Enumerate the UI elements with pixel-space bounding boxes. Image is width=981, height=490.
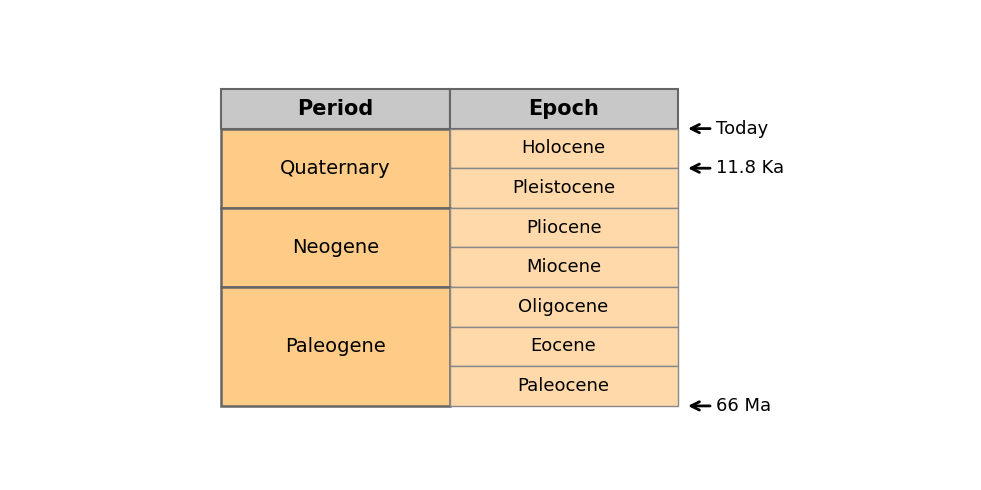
Text: Eocene: Eocene bbox=[531, 338, 596, 355]
Bar bbox=[449, 287, 678, 327]
Bar bbox=[222, 89, 449, 128]
Bar bbox=[222, 208, 449, 287]
Text: Today: Today bbox=[691, 120, 768, 138]
Text: Epoch: Epoch bbox=[528, 99, 599, 119]
Text: 66 Ma: 66 Ma bbox=[691, 397, 771, 415]
Bar bbox=[449, 208, 678, 247]
Text: Oligocene: Oligocene bbox=[519, 298, 608, 316]
Text: Period: Period bbox=[297, 99, 374, 119]
Bar bbox=[222, 287, 449, 406]
Bar bbox=[449, 89, 678, 128]
Text: 11.8 Ka: 11.8 Ka bbox=[691, 159, 784, 177]
Text: Neogene: Neogene bbox=[292, 238, 379, 257]
Text: Pliocene: Pliocene bbox=[526, 219, 601, 237]
Text: Paleocene: Paleocene bbox=[518, 377, 609, 395]
Bar bbox=[449, 128, 678, 168]
Bar bbox=[449, 327, 678, 367]
Bar bbox=[449, 247, 678, 287]
Text: Holocene: Holocene bbox=[522, 140, 605, 157]
Bar bbox=[449, 168, 678, 208]
Bar bbox=[449, 367, 678, 406]
Text: Pleistocene: Pleistocene bbox=[512, 179, 615, 197]
Text: Miocene: Miocene bbox=[526, 258, 601, 276]
Text: Quaternary: Quaternary bbox=[281, 159, 390, 178]
Bar bbox=[222, 128, 449, 208]
Text: Paleogene: Paleogene bbox=[285, 337, 386, 356]
